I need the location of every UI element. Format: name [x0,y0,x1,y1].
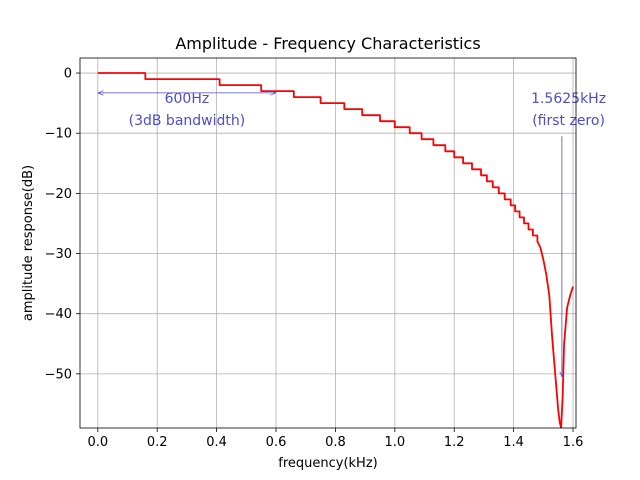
chart-title: Amplitude - Frequency Characteristics [175,34,480,53]
grid-layer [80,58,576,428]
tick-layer: 0.0 0.2 0.4 0.6 0.8 1.0 1.2 1.4 1.6 0 −10 −20 −30 −40… [45,67,584,450]
y-tick-label: −40 [45,307,72,322]
x-tick-label: 1.6 [563,435,584,450]
y-tick-label: −30 [45,247,72,262]
x-tick-label: 1.4 [503,435,524,450]
series-layer [97,72,574,428]
x-tick-label: 0.2 [147,435,168,450]
y-axis-label: amplitude response(dB) [21,165,36,321]
x-tick-label: 0.0 [87,435,108,450]
plot-frame [79,57,577,429]
annotation-text-line1: 600Hz [165,91,210,107]
x-tick-label: 0.6 [266,435,287,450]
annotation-layer: 600Hz (3dB bandwidth) 1.5625kHz (first zero… [97,91,606,377]
y-tick-label: −20 [45,187,72,202]
x-tick-label: 1.0 [384,435,405,450]
annotation-text-line2: (first zero) [532,113,605,129]
annotation-text-line1: 1.5625kHz [531,91,606,107]
x-tick-label: 0.8 [325,435,346,450]
annotation-text-line2: (3dB bandwidth) [129,113,246,129]
series-line [97,72,574,428]
x-tick-label: 1.2 [444,435,465,450]
y-tick-label: 0 [64,67,72,82]
y-tick-label: −10 [45,127,72,142]
x-tick-label: 0.4 [206,435,227,450]
x-axis-label: frequency(kHz) [278,456,377,471]
y-tick-label: −50 [45,367,72,382]
